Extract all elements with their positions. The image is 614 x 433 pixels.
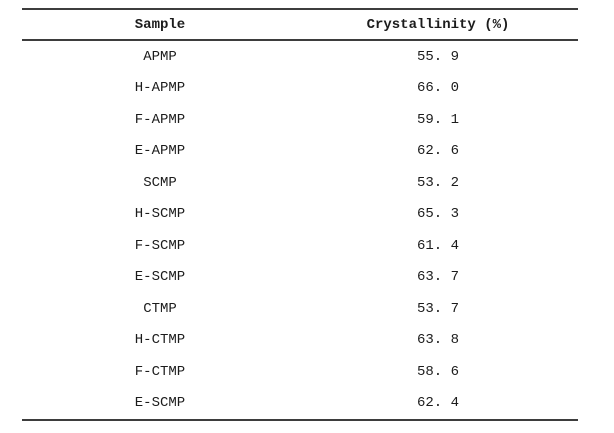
table-body: APMP 55. 9 H-APMP 66. 0 F-APMP 59. 1 E-APMP 62.… xyxy=(22,41,578,419)
sample-cell: H-CTMP xyxy=(134,332,186,349)
header-separator-rule xyxy=(22,39,578,41)
table-row: F-APMP 59. 1 xyxy=(22,104,578,136)
crystallinity-cell: 58. 6 xyxy=(416,363,459,380)
crystallinity-cell: 53. 2 xyxy=(416,174,459,191)
table-row: E-APMP 62. 6 xyxy=(22,136,578,168)
crystallinity-cell: 66. 0 xyxy=(416,80,459,97)
crystallinity-cell: 62. 4 xyxy=(416,395,459,412)
crystallinity-cell: 63. 8 xyxy=(416,332,459,349)
sample-cell: F-APMP xyxy=(134,111,186,128)
crystallinity-cell: 61. 4 xyxy=(416,237,459,254)
sample-cell: E-SCMP xyxy=(134,269,186,286)
table-row: H-CTMP 63. 8 xyxy=(22,325,578,357)
sample-cell: CTMP xyxy=(143,300,177,317)
sample-cell: F-CTMP xyxy=(134,363,186,380)
table-row: APMP 55. 9 xyxy=(22,41,578,73)
table-row: H-SCMP 65. 3 xyxy=(22,199,578,231)
table-top-rule xyxy=(22,8,578,10)
table-row: SCMP 53. 2 xyxy=(22,167,578,199)
column-header-sample: Sample xyxy=(134,16,186,33)
sample-cell: H-SCMP xyxy=(134,206,186,223)
table-header-row: Sample Crystallinity (%) xyxy=(22,10,578,39)
sample-cell: H-APMP xyxy=(134,80,186,97)
crystallinity-cell: 59. 1 xyxy=(416,111,459,128)
table-row: CTMP 53. 7 xyxy=(22,293,578,325)
sample-cell: SCMP xyxy=(143,174,177,191)
crystallinity-table: Sample Crystallinity (%) APMP 55. 9 H-APMP… xyxy=(22,8,578,421)
table-row: E-SCMP 63. 7 xyxy=(22,262,578,294)
column-header-crystallinity: Crystallinity (%) xyxy=(366,16,510,33)
crystallinity-cell: 55. 9 xyxy=(416,48,459,65)
crystallinity-cell: 65. 3 xyxy=(416,206,459,223)
sample-cell: F-SCMP xyxy=(134,237,186,254)
table-row: F-CTMP 58. 6 xyxy=(22,356,578,388)
sample-cell: E-SCMP xyxy=(134,395,186,412)
table-row: E-SCMP 62. 4 xyxy=(22,388,578,420)
crystallinity-cell: 63. 7 xyxy=(416,269,459,286)
crystallinity-cell: 62. 6 xyxy=(416,143,459,160)
sample-cell: APMP xyxy=(143,48,177,65)
table-row: F-SCMP 61. 4 xyxy=(22,230,578,262)
crystallinity-cell: 53. 7 xyxy=(416,300,459,317)
sample-cell: E-APMP xyxy=(134,143,186,160)
table-row: H-APMP 66. 0 xyxy=(22,73,578,105)
table-bottom-rule xyxy=(22,419,578,421)
